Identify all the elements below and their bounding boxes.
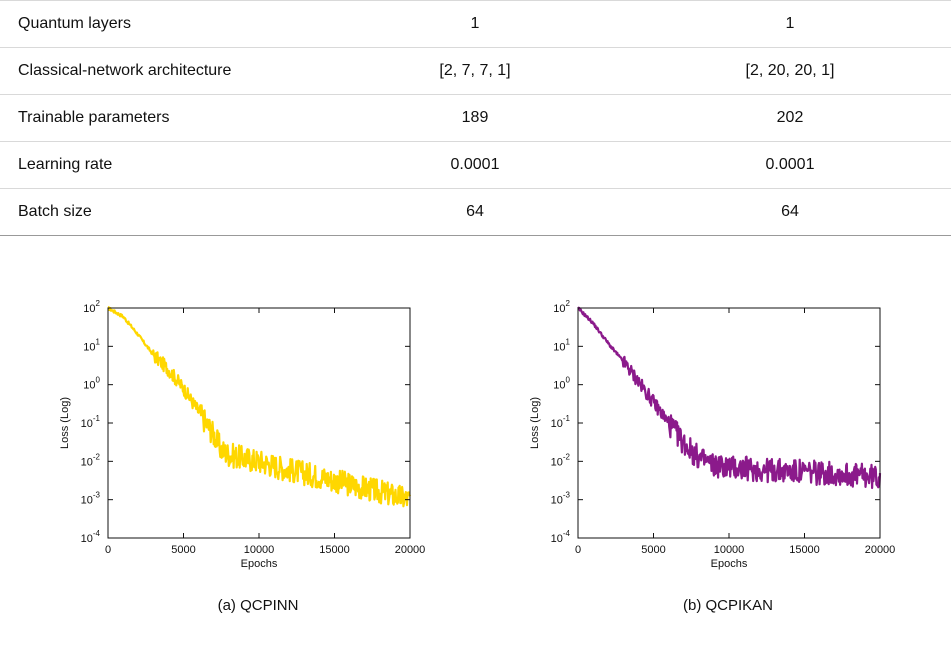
y-tick-label: 102 [83,299,100,315]
qcpinn-caption: (a) QCPINN [217,597,299,614]
table-row: Batch size 64 64 [0,189,951,236]
y-tick-label: 10-4 [551,529,571,545]
qcpinn-value: 1 [470,15,480,32]
table-row: Trainable parameters 189 202 [0,95,951,142]
row-label: Classical-network architecture [18,62,232,79]
qcpinn-value: 0.0001 [450,156,500,173]
qcpinn-value: [2, 7, 7, 1] [439,62,511,79]
y-tick-label: 101 [83,337,100,353]
y-tick-label: 10-3 [81,491,101,507]
y-tick-label: 10-4 [81,529,101,545]
y-tick-label: 101 [553,337,570,353]
y-axis-label: Loss (Log) [59,397,71,449]
qcpikan-value: 0.0001 [765,156,815,173]
x-tick-label: 20000 [395,544,426,556]
hyperparameter-table: Quantum layers 1 1 Classical-network arc… [0,0,951,236]
qcpinn-value: 189 [461,109,489,126]
y-tick-label: 102 [553,299,570,315]
x-tick-label: 0 [105,544,111,556]
x-tick-label: 15000 [319,544,350,556]
qcpikan-value: [2, 20, 20, 1] [745,62,835,79]
y-tick-label: 10-2 [81,452,101,468]
x-tick-label: 15000 [789,544,820,556]
row-label: Batch size [18,203,92,220]
qcpinn-loss-chart: 0 5000 10000 15000 20000 10-4 10-3 10-2 10-1 100 1… [50,290,430,580]
y-tick-label: 10-3 [551,491,571,507]
row-label: Learning rate [18,156,113,173]
table-row: Quantum layers 1 1 [0,0,951,48]
table-row: Classical-network architecture [2, 7, 7,… [0,48,951,95]
qcpinn-loss-svg: 0 5000 10000 15000 20000 10-4 10-3 10-2 10-1 100 1… [59,299,426,570]
loss-series-line [107,305,412,508]
x-axis-label: Epochs [241,558,278,570]
row-label: Quantum layers [18,15,131,32]
x-tick-label: 0 [575,544,581,556]
y-tick-label: 100 [553,376,570,392]
x-tick-label: 10000 [244,544,275,556]
loss-series-line [577,306,882,490]
qcpikan-loss-chart: 0 5000 10000 15000 20000 10-4 10-3 10-2 10-1 100 1… [520,290,900,580]
y-tick-label: 10-1 [81,414,101,430]
qcpikan-caption: (b) QCPIKAN [682,597,773,614]
x-tick-label: 5000 [641,544,665,556]
y-axis-label: Loss (Log) [529,397,541,449]
qcpikan-value: 1 [785,15,795,32]
qcpikan-value: 202 [776,109,804,126]
row-label: Trainable parameters [18,109,170,126]
qcpikan-loss-svg: 0 5000 10000 15000 20000 10-4 10-3 10-2 10-1 100 1… [529,299,896,570]
x-tick-label: 20000 [865,544,896,556]
plot-frame [107,307,411,539]
x-tick-label: 5000 [171,544,195,556]
y-tick-label: 10-2 [551,452,571,468]
table-row: Learning rate 0.0001 0.0001 [0,142,951,189]
y-tick-label: 10-1 [551,414,571,430]
plot-frame [577,307,881,539]
qcpikan-value: 64 [781,203,799,220]
x-axis-label: Epochs [711,558,748,570]
y-tick-label: 100 [83,376,100,392]
x-tick-label: 10000 [714,544,745,556]
qcpinn-value: 64 [466,203,484,220]
